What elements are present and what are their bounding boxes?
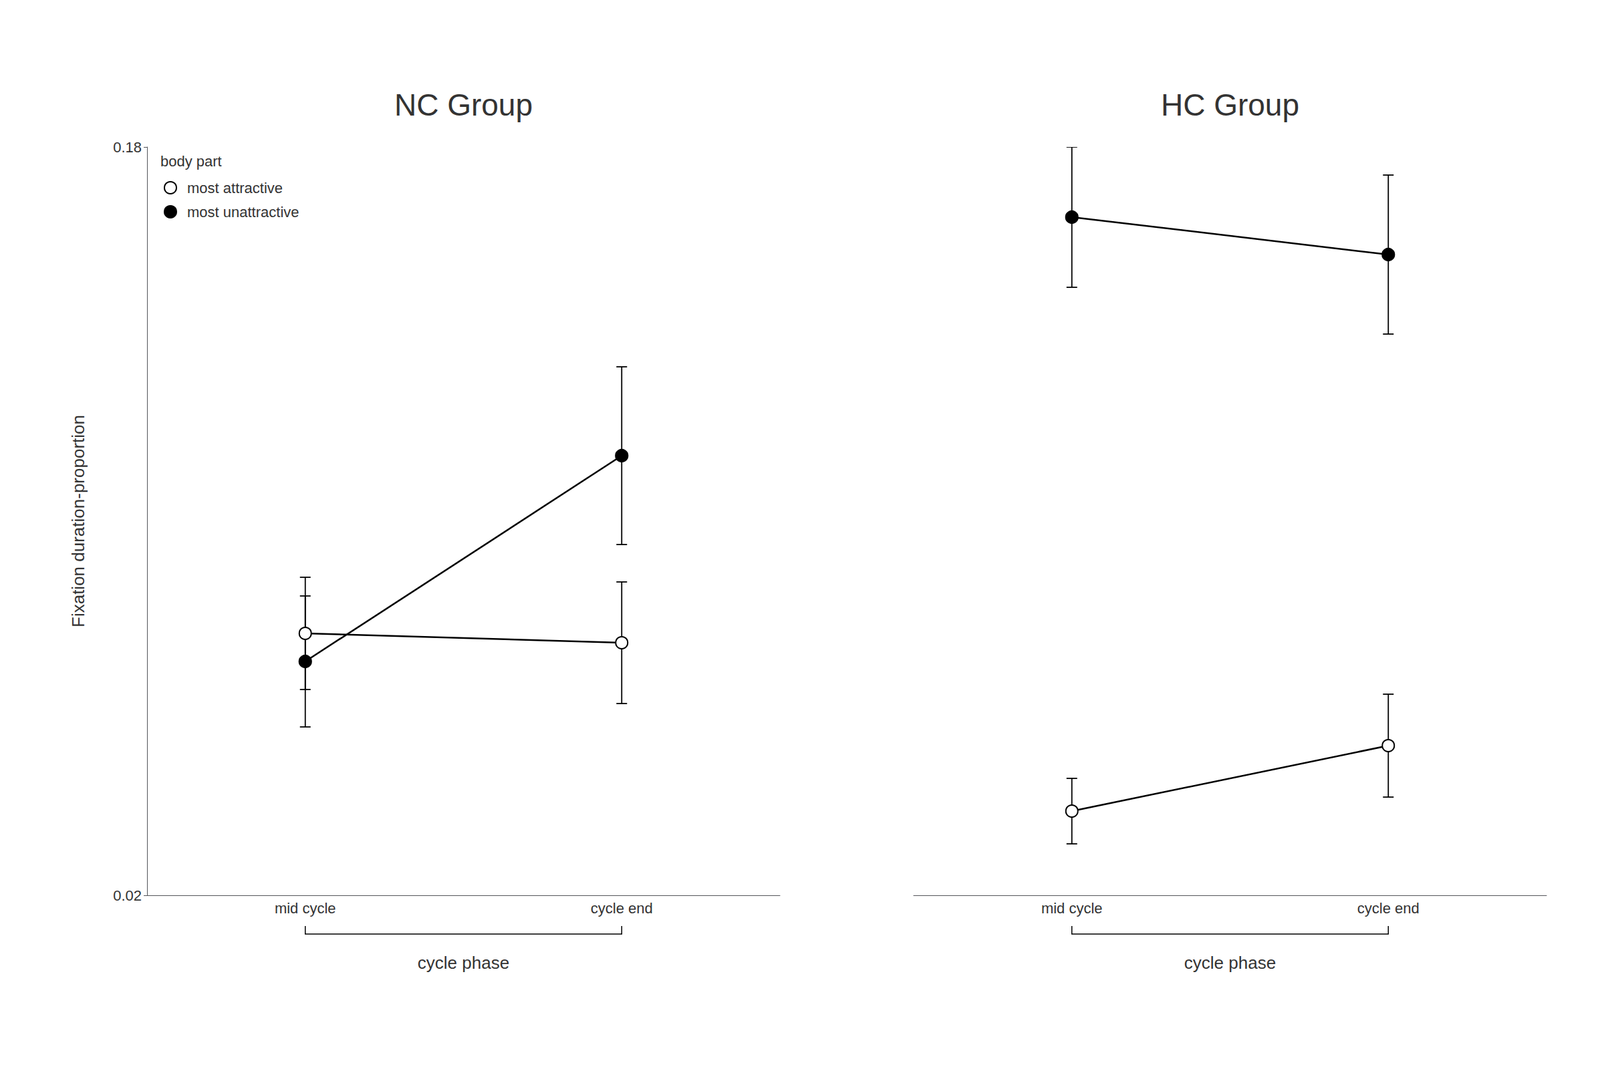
svg-text:cycle end: cycle end	[590, 900, 653, 917]
svg-text:most attractive: most attractive	[187, 179, 283, 197]
svg-text:cycle end: cycle end	[1357, 900, 1420, 917]
svg-text:most unattractive: most unattractive	[187, 203, 300, 221]
svg-text:NC Group: NC Group	[394, 87, 533, 123]
svg-text:0.18: 0.18	[112, 139, 142, 156]
svg-text:cycle phase: cycle phase	[1184, 953, 1276, 974]
svg-text:mid cycle: mid cycle	[1041, 900, 1103, 917]
svg-text:body part: body part	[160, 153, 222, 170]
svg-text:HC Group: HC Group	[1160, 87, 1300, 123]
svg-text:mid cycle: mid cycle	[274, 900, 337, 917]
svg-text:0.02: 0.02	[112, 887, 142, 905]
svg-text:cycle phase: cycle phase	[417, 953, 510, 974]
svg-text:Fixation duration-proportion: Fixation duration-proportion	[68, 415, 89, 628]
